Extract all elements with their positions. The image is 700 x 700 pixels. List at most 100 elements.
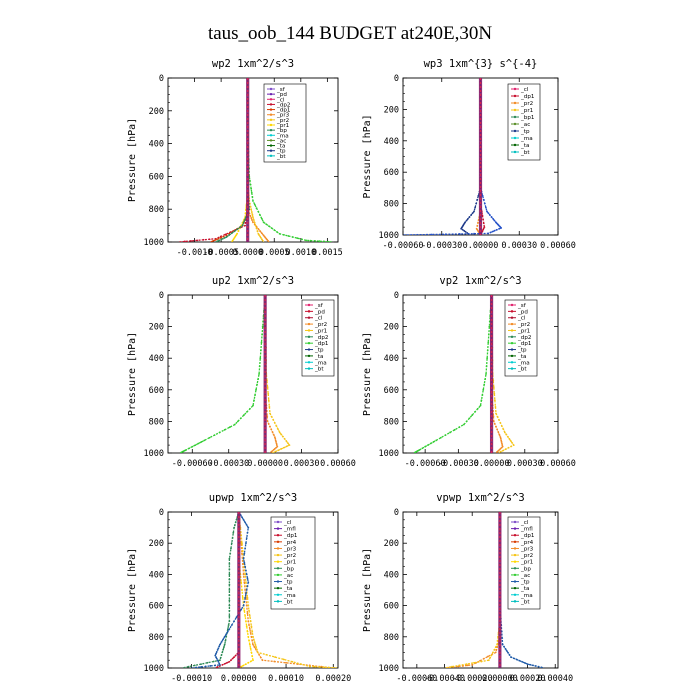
data-point: [468, 216, 471, 218]
legend-marker: [513, 115, 517, 119]
data-point: [246, 531, 249, 534]
legend-label: _pr2: [517, 322, 530, 328]
legend-label: _pr4: [520, 540, 534, 546]
data-point: [283, 233, 285, 236]
data-point: [245, 581, 247, 584]
data-point: [241, 550, 244, 552]
data-point: [200, 663, 202, 665]
legend-marker: [276, 567, 280, 570]
series-group: [413, 295, 515, 453]
data-point: [247, 604, 250, 607]
legend-marker: [510, 361, 514, 364]
data-point: [241, 589, 243, 591]
legend-marker: [307, 322, 311, 326]
data-point: [249, 179, 251, 182]
data-point: [231, 657, 234, 660]
data-point: [257, 378, 259, 381]
data-point: [253, 641, 256, 643]
data-point: [245, 537, 248, 539]
x-tick-label: -0.00060: [405, 459, 446, 469]
data-point: [226, 630, 229, 633]
legend-marker: [276, 520, 280, 524]
legend-marker: [307, 303, 311, 307]
legend-marker: [513, 136, 517, 140]
data-point: [250, 651, 253, 654]
data-point: [444, 233, 447, 235]
data-point: [252, 659, 254, 662]
legend-marker: [307, 348, 311, 351]
x-tick-label: -0.00030: [208, 459, 249, 469]
data-point: [501, 643, 504, 646]
legend-marker: [276, 600, 280, 603]
data-point: [247, 635, 250, 638]
data-point: [462, 423, 465, 426]
legend-label: _dp2: [276, 102, 290, 108]
y-tick-label: 400: [149, 570, 164, 580]
data-point: [521, 660, 523, 663]
data-point: [309, 239, 312, 242]
data-point: [526, 663, 529, 665]
data-point: [277, 428, 279, 431]
data-point: [200, 441, 203, 443]
data-point: [240, 534, 243, 537]
data-point: [273, 229, 276, 231]
data-point: [274, 439, 277, 442]
legend-marker: [513, 143, 517, 147]
data-point: [496, 415, 499, 418]
legend-marker: [269, 118, 273, 122]
data-point: [492, 386, 495, 389]
data-point: [218, 645, 221, 648]
y-tick-label: 800: [384, 417, 399, 427]
data-point: [244, 212, 247, 215]
data-point: [230, 232, 233, 235]
data-point: [274, 437, 277, 440]
data-point: [277, 449, 279, 452]
legend-label: _dp1: [283, 533, 298, 539]
data-point: [499, 436, 502, 439]
data-point: [234, 521, 237, 524]
legend-label: _mfl: [520, 527, 533, 533]
data-point: [451, 665, 453, 668]
legend-label: _pr3: [520, 546, 534, 552]
data-point: [244, 573, 247, 576]
legend-label: _tp: [314, 348, 324, 354]
legend-label: _bt: [520, 599, 530, 605]
data-point: [242, 664, 245, 667]
series-group: [182, 512, 338, 668]
data-point: [275, 444, 278, 446]
data-point: [463, 229, 466, 232]
legend-marker: [513, 547, 517, 550]
data-point: [226, 628, 229, 630]
data-point: [246, 630, 249, 633]
data-point: [250, 625, 253, 628]
data-point: [234, 654, 237, 657]
data-point: [482, 198, 485, 201]
legend-marker: [269, 139, 273, 142]
data-point: [243, 609, 246, 612]
legend-marker: [307, 335, 311, 339]
data-point: [280, 448, 282, 450]
data-point: [280, 433, 283, 436]
data-point: [253, 646, 256, 649]
data-point: [282, 435, 284, 438]
data-point: [510, 656, 512, 658]
data-point: [473, 661, 475, 664]
y-tick-label: 1000: [144, 238, 164, 248]
data-point: [504, 647, 507, 650]
data-point: [224, 639, 227, 642]
data-point: [265, 223, 268, 226]
legend-label: _pr1: [283, 560, 297, 566]
legend-label: _ma: [517, 360, 530, 366]
legend-marker: [513, 600, 517, 603]
data-point: [257, 210, 260, 213]
data-point: [257, 232, 260, 235]
data-point: [283, 437, 286, 440]
legend-label: _ac: [276, 138, 286, 144]
data-point: [499, 422, 502, 424]
data-point: [221, 651, 224, 654]
data-point: [247, 581, 250, 584]
panels-group: wp2 1xm^2/s^3 0 200 400 600 800 1000 Pressure […: [127, 58, 576, 684]
data-point: [215, 652, 217, 655]
y-tick-label: 800: [149, 205, 164, 215]
